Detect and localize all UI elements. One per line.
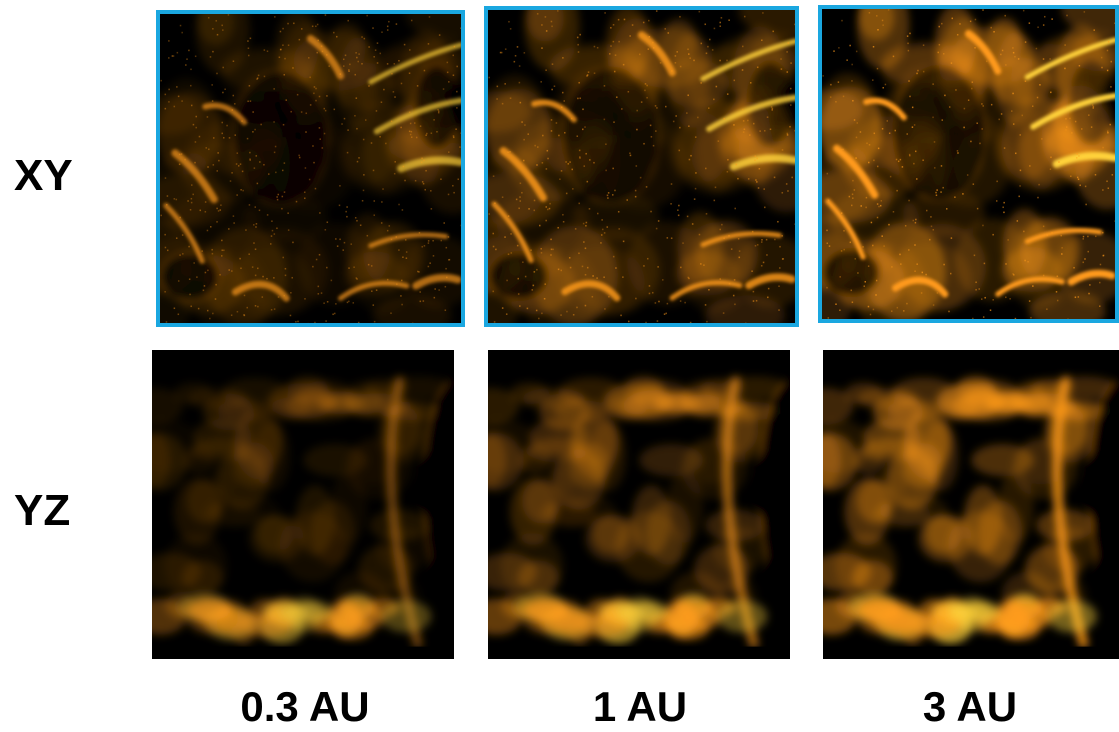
yz-image-3au	[823, 350, 1119, 659]
xy-image-3au	[818, 5, 1119, 323]
row-label-yz: YZ	[14, 486, 71, 535]
xy-image-0-3au	[156, 10, 465, 327]
row-label-xy: XY	[14, 151, 73, 200]
column-label-3au: 3 AU	[922, 683, 1018, 730]
yz-image-1au	[488, 350, 790, 659]
column-label-1au: 1 AU	[592, 683, 688, 730]
xy-image-1au	[484, 6, 799, 327]
yz-image-0-3au	[152, 350, 454, 659]
column-label-0-3au: 0.3 AU	[240, 683, 370, 730]
